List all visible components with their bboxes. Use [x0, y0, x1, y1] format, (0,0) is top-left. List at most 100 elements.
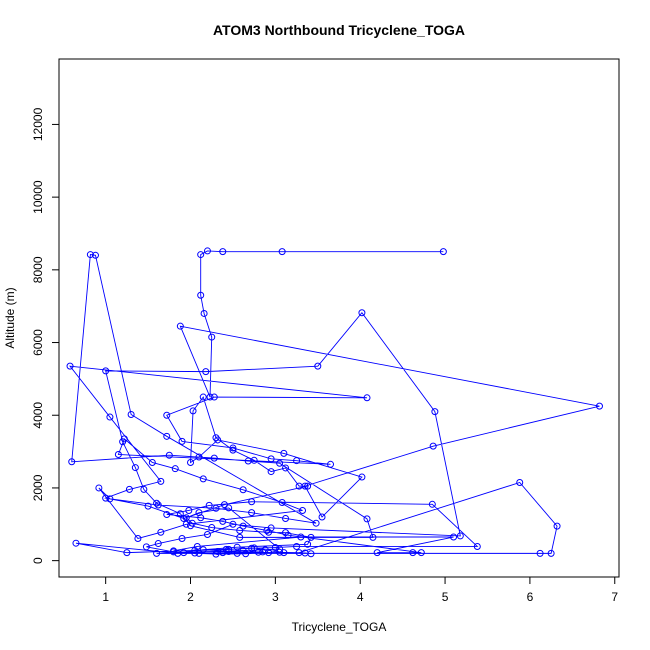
data-point: [236, 533, 244, 541]
data-point: [193, 542, 201, 550]
y-tick-label: 10000: [31, 180, 45, 214]
y-tick-label: 2000: [31, 474, 45, 501]
data-point: [267, 455, 275, 463]
data-point: [267, 468, 275, 476]
data-point: [553, 522, 561, 530]
data-point: [278, 248, 286, 256]
data-point: [106, 495, 114, 503]
data-point: [95, 484, 103, 492]
data-point: [265, 528, 273, 536]
data-point: [263, 526, 271, 534]
data-point: [327, 460, 335, 468]
data-point: [176, 322, 184, 330]
data-point: [123, 549, 131, 557]
y-axis: 0 2000 4000 6000 8000 10000 12000: [31, 107, 60, 564]
data-point: [409, 549, 417, 557]
plot-area: [58, 58, 620, 578]
data-point: [178, 437, 186, 445]
data-point: [282, 514, 290, 522]
data-point: [295, 482, 303, 490]
data-point: [293, 457, 301, 465]
data-point: [318, 513, 326, 521]
data-point: [102, 367, 110, 375]
data-point: [314, 362, 322, 370]
data-point: [197, 251, 205, 259]
data-point: [191, 549, 199, 557]
data-point: [299, 506, 307, 514]
data-point: [125, 485, 133, 493]
data-point: [210, 454, 218, 462]
data-point: [72, 539, 80, 547]
data-point: [248, 544, 256, 552]
data-point: [153, 499, 161, 507]
data-point: [189, 407, 197, 415]
data-point: [206, 393, 214, 401]
data-point: [219, 549, 227, 557]
data-point: [431, 408, 439, 416]
data-point: [144, 502, 152, 510]
data-point: [278, 498, 286, 506]
data-point: [595, 402, 603, 410]
data-point: [199, 475, 207, 483]
data-point: [170, 547, 178, 555]
data-point: [307, 533, 315, 541]
data-point: [284, 531, 292, 539]
data-point: [239, 522, 247, 530]
data-point: [119, 438, 127, 446]
data-point: [229, 520, 237, 528]
data-point: [229, 446, 237, 454]
data-point: [239, 486, 247, 494]
data-point: [212, 504, 220, 512]
data-point: [450, 533, 458, 541]
y-tick-label: 12000: [31, 107, 45, 141]
x-tick-label: 6: [527, 590, 534, 604]
data-point: [163, 432, 171, 440]
data-point: [199, 546, 207, 554]
data-point: [154, 501, 162, 509]
data-point: [66, 362, 74, 370]
data-point: [439, 248, 447, 256]
data-point: [214, 436, 222, 444]
data-point: [212, 434, 220, 442]
data-point: [307, 550, 315, 558]
data-point: [134, 534, 142, 542]
data-point: [369, 533, 377, 541]
data-point: [157, 528, 165, 536]
data-point: [86, 251, 94, 259]
data-point: [429, 442, 437, 450]
y-tick-label: 0: [31, 557, 45, 564]
data-point: [171, 465, 179, 473]
data-point: [304, 540, 312, 548]
data-point: [244, 457, 252, 465]
data-point: [276, 548, 284, 556]
data-point: [127, 411, 135, 419]
data-point: [114, 451, 122, 458]
x-tick-label: 3: [272, 590, 279, 604]
data-point: [195, 453, 203, 461]
x-axis-label: Tricyclene_TOGA: [292, 620, 387, 634]
data-point: [373, 549, 381, 557]
data-point: [428, 500, 436, 508]
y-tick-label: 6000: [31, 329, 45, 356]
data-point: [280, 449, 288, 457]
x-tick-label: 4: [357, 590, 364, 604]
data-point: [208, 524, 216, 532]
y-tick-label: 4000: [31, 402, 45, 429]
data-point: [148, 458, 156, 466]
data-point: [176, 510, 184, 518]
data-point: [312, 519, 320, 527]
data-point: [212, 550, 220, 558]
data-point: [225, 504, 233, 512]
data-point: [293, 542, 301, 550]
data-point: [516, 478, 524, 486]
data-point: [242, 550, 250, 558]
data-point: [210, 393, 218, 401]
data-point: [536, 549, 544, 557]
data-point: [197, 514, 205, 522]
x-axis: 1 2 3 4 5 6 7: [102, 576, 618, 604]
data-point: [163, 510, 171, 518]
data-point: [417, 549, 425, 557]
data-point: [229, 444, 237, 452]
data-point: [282, 464, 290, 472]
